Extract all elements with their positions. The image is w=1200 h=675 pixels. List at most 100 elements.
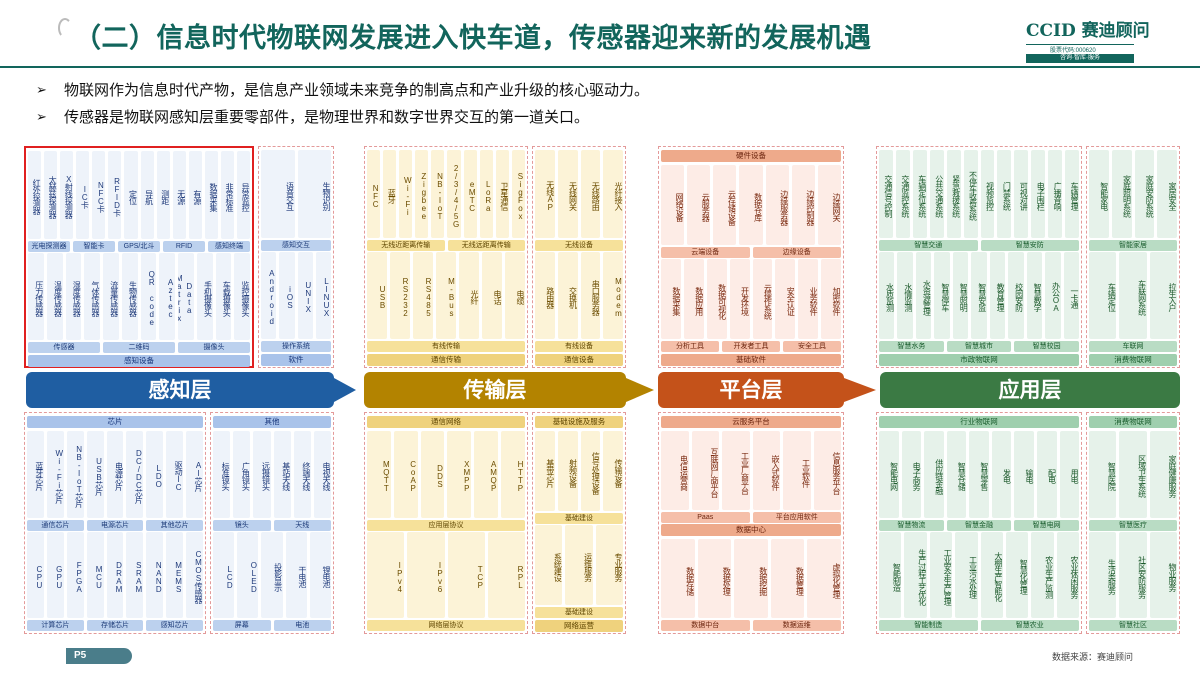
diagram-item: 信息服务平台: [813, 431, 841, 510]
diagram-item: 手机摄像头: [196, 252, 213, 340]
diagram-item: 数据采集: [661, 259, 681, 339]
category-label: 有线传输: [367, 341, 525, 352]
diagram-item: 电话: [482, 251, 502, 339]
item-columns: 数据采集 数据应用 数据可视化 开发环境 云操作系统 安全认证 业务软件 加密软件: [661, 259, 841, 339]
category-label: 二维码: [103, 342, 175, 353]
category-label-row: 智慧社区: [1089, 620, 1177, 631]
diagram-item: 车联网系统: [1119, 251, 1147, 339]
category-label: RFID: [163, 240, 205, 252]
category-label-row: 无线近距离传输 无线远距离传输: [367, 239, 525, 251]
flow-arrow-icon: [844, 378, 876, 402]
diagram-item: 干电池: [285, 531, 307, 618]
panel-header-bar: 芯片: [27, 416, 203, 428]
layer-banner-platform: 平台层: [658, 372, 844, 408]
diagram-item: 供应链金融: [924, 431, 944, 518]
category-label: 边缘设备: [752, 247, 841, 258]
data-source: 数据来源：赛迪顾问: [1052, 652, 1134, 662]
category-label: 摄像头: [178, 342, 250, 353]
category-label: 电源芯片: [86, 519, 144, 531]
diagram-item: 智慧仓储: [946, 431, 967, 518]
item-columns: 网络设备 云服务器 云存储设备 数据仓库 边缘服务器 边缘控制器 边缘网关: [661, 165, 841, 245]
diagram-item: 串口服务器: [580, 251, 601, 339]
diagram-item: 业务软件: [798, 259, 819, 339]
category-label: 智慧农业: [980, 620, 1079, 631]
category-label: 分析工具: [661, 341, 719, 352]
panel-header-bar: 其他: [213, 416, 331, 428]
diagram-item: 用电: [1059, 431, 1080, 518]
item-columns: 语音交互 生物识别: [261, 150, 331, 238]
category-label-row: 车联网: [1089, 341, 1177, 352]
diagram-item: 智能制造: [879, 531, 902, 618]
panel-header-bar: 消费物联网: [1089, 416, 1177, 428]
item-columns: 智能家电 家庭照明系统 家庭安防系统 家居安全: [1089, 150, 1177, 238]
diagram-item: CMOS传感器: [186, 531, 204, 618]
title-decoration: [58, 18, 72, 38]
category-label: 无线远距离传输: [447, 239, 525, 251]
category-label: 开发者工具: [722, 341, 780, 352]
diagram-item: CoAP: [393, 431, 418, 518]
item-columns: 基带芯片 射频设备 信号处理设备 传输设备: [535, 431, 623, 511]
ccid-logo: CCID 赛迪顾问 股票代码:000620 咨询·智库·服务: [1026, 16, 1166, 63]
diagram-item: 发电: [991, 431, 1012, 518]
category-label: 智慧社区: [1089, 620, 1177, 631]
category-label: 云端设备: [661, 247, 750, 258]
category-label: 电池: [273, 620, 331, 631]
category-label: 数据运维: [752, 620, 841, 631]
diagram-item: 交通监控系统: [895, 150, 910, 238]
category-label-row: 有线传输: [367, 341, 525, 352]
diagram-item: 智慧教学: [1026, 251, 1043, 339]
category-label-row: 网络层协议: [367, 620, 525, 631]
diagram-item: UNIX: [297, 251, 313, 339]
diagram-item: 开发环境: [729, 259, 750, 339]
diagram-item: 公共交通系统: [929, 150, 944, 238]
diagram-item: 异常监控: [237, 151, 251, 239]
category-label-row: 基础建设: [535, 513, 623, 524]
category-label: 智慧交通: [879, 239, 978, 251]
diagram-item: 蓝牙芯片: [27, 431, 44, 518]
category-label: 无线近距离传输: [367, 239, 445, 251]
panel-header-bar: 硬件设备: [661, 150, 841, 162]
item-columns: NFC 蓝牙 Wi-Fi Zigbee NB-IoT 2/3/4/5G eMTC LoRa 卫星…: [367, 150, 525, 238]
logo-divider: [1026, 44, 1134, 50]
diagram-item: DDS: [420, 431, 445, 518]
diagram-item: 智慧化管理: [1005, 531, 1029, 618]
category-label-row: Paas 平台应用软件: [661, 512, 841, 523]
category-label-row: 智慧水务 智慧城市 智慧校园: [879, 341, 1080, 352]
diagram-item: 农业休闲服务: [1056, 531, 1079, 618]
diagram-panel: 行业物联网 智能电网 电子商务 供应链金融 智慧仓储 智慧零售 发电 输电 配电 用电 智慧物流 智慧…: [876, 412, 1082, 634]
diagram-item: 家居安全: [1157, 150, 1177, 238]
diagram-item: 工业污水处理: [955, 531, 978, 618]
category-label: 智慧电网: [1014, 519, 1080, 531]
category-label: 存储芯片: [86, 620, 144, 631]
diagram-item: 电源芯片: [106, 431, 124, 518]
category-label: 平台应用软件: [752, 512, 841, 523]
panel-header-bar: 通信网络: [367, 416, 525, 428]
diagram-item: 水质监测: [879, 251, 895, 339]
diagram-item: 驱动IC: [166, 431, 184, 518]
diagram-item: MCU: [86, 531, 104, 618]
diagram-item: 智能家电: [1089, 150, 1109, 238]
diagram-item: HTTP: [501, 431, 525, 518]
diagram-item: 2/3/4/5G: [447, 150, 461, 238]
diagram-item: 水情监测: [897, 251, 913, 339]
diagram-item: 红外探测器: [28, 151, 42, 239]
diagram-item: 无源: [172, 151, 186, 239]
diagram-item: 物业服务: [1149, 531, 1177, 618]
category-label: Paas: [661, 512, 750, 523]
diagram-item: 智慧医院: [1089, 431, 1117, 518]
diagram-item: 农业生产监测: [1031, 531, 1054, 618]
diagram-item: TCP: [447, 531, 485, 618]
item-columns: USB RS232 RS485 M-Bus 光纤 电话 电缆: [367, 251, 525, 339]
category-label: 感知芯片: [146, 620, 204, 631]
flow-arrow-icon: [626, 378, 654, 402]
diagram-item: 电缆: [505, 251, 525, 339]
diagram-item: 互联网厂商平台: [691, 431, 719, 510]
diagram-item: 数据处理: [697, 539, 732, 618]
category-label-row: 分析工具 开发者工具 安全工具: [661, 341, 841, 352]
diagram-item: 生物传感器: [121, 252, 138, 340]
category-label: 智慧水务: [879, 341, 944, 352]
category-label: 传感器: [28, 342, 100, 353]
diagram-item: MQTT: [367, 431, 391, 518]
diagram-item: 数据管理: [770, 539, 805, 618]
